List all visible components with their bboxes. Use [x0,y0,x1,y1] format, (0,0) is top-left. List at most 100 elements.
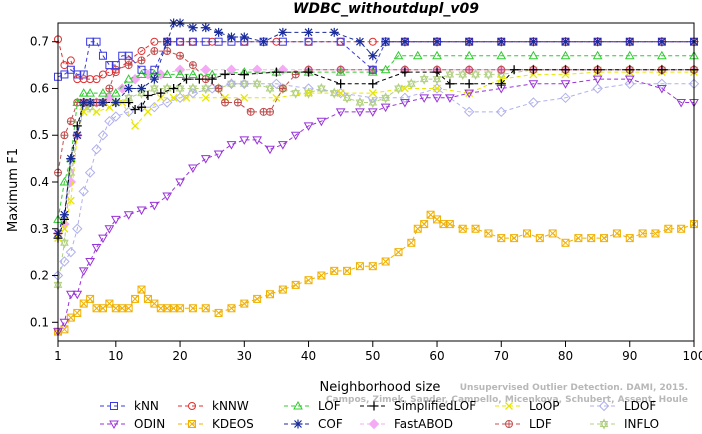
series-kdeos [54,210,698,336]
legend-swatch-marker [368,418,380,430]
data-point-knn [66,65,75,74]
data-point-odin [464,89,475,99]
data-point-odin [265,145,275,155]
data-point-ldof [335,87,346,99]
data-point-inflo [471,68,480,81]
data-point-inflo [342,92,352,104]
data-point-kdeos [587,234,596,243]
data-point-knnw [73,75,82,84]
data-point-loop [156,93,165,102]
data-point-lof [528,50,539,60]
legend-label-fastabod: FastABOD [394,417,453,431]
data-point-simplifiedlof [239,69,249,79]
x-tick-label: 30 [237,349,252,363]
data-point-cof [528,37,538,47]
legend-label-kdeos: KDEOS [212,417,254,431]
data-point-cof [98,98,108,107]
data-point-odin [419,94,430,103]
x-tick-label: 20 [172,349,187,363]
data-point-simplifiedlof [130,105,140,115]
data-point-knn [111,61,120,70]
data-point-ldof [399,92,411,104]
data-point-kdeos [317,271,326,280]
legend-swatch-marker [505,420,513,428]
data-point-odin [239,136,250,145]
data-point-simplifiedlof [400,67,410,77]
data-point-kdeos [561,238,570,247]
legend-label-loop: LoOP [529,399,560,413]
data-point-cof [226,32,236,42]
data-point-knn [73,70,82,79]
data-point-kdeos [124,304,133,313]
data-point-ldf [233,98,242,107]
data-point-simplifiedlof [156,88,166,98]
data-point-ldof [431,83,443,94]
data-point-odin [149,201,160,211]
data-point-cof [162,37,172,47]
data-point-knn [124,51,133,60]
x-tick-label: 70 [494,349,509,363]
data-point-knn [86,37,95,46]
data-point-ldf [124,61,133,70]
data-point-inflo [368,96,378,109]
data-point-simplifiedlof [509,65,519,75]
data-point-simplifiedlof [496,79,506,89]
y-tick-label: 0.4 [30,175,49,189]
data-point-knnw [124,56,133,65]
chart-title: WDBC_withoutdupl_v09 [293,1,479,17]
data-point-ldof [110,111,122,122]
data-point-knnw [368,37,377,46]
data-point-kdeos [150,299,159,308]
data-point-cof [85,98,95,107]
data-point-odin [316,117,327,127]
legend-label-odin: ODIN [134,417,165,431]
data-point-simplifiedlof [445,79,455,89]
watermark: Unsupervised Outlier Detection. DAMI, 20… [326,383,688,405]
data-point-loop [304,89,313,98]
data-point-ldf [66,117,75,126]
data-point-cof [214,27,224,37]
data-point-kdeos [92,304,101,313]
data-point-odin [528,80,539,89]
data-point-inflo [188,82,198,95]
data-point-ldf [497,65,506,74]
data-point-simplifiedlof [194,74,204,84]
data-point-kdeos [169,304,178,313]
data-point-simplifiedlof [271,67,281,77]
data-point-ldf [214,84,223,93]
data-point-odin [367,108,378,117]
data-point-inflo [407,78,416,90]
data-point-kdeos [638,229,647,238]
data-point-kdeos [439,220,448,229]
data-point-simplifiedlof [368,79,378,89]
data-point-cof [432,37,442,47]
data-point-kdeos [98,304,107,313]
data-point-odin [162,192,173,202]
data-point-knn [214,37,223,46]
data-point-kdeos [343,266,352,275]
data-point-simplifiedlof [464,79,474,89]
data-point-inflo [317,82,326,95]
data-point-ldof [123,106,134,118]
data-point-inflo [458,68,468,81]
legend: kNN kNNW LOF SimplifiedLOF LoOP LDOF ODIN KDEOS… [100,399,659,431]
data-point-kdeos [253,294,262,303]
data-point-ldof [97,130,109,141]
data-point-kdeos [291,280,300,289]
data-point-kdeos [131,294,140,303]
data-point-odin [98,234,108,244]
legend-swatch-marker [293,419,303,429]
data-point-cof [561,37,571,47]
data-point-cof [72,130,82,140]
data-point-cof [381,37,391,47]
data-point-simplifiedlof [432,67,442,77]
data-point-knn [150,65,159,74]
data-point-knn [188,37,197,46]
data-point-ldof [91,144,102,155]
data-point-odin [657,84,667,94]
x-tick-label: 10 [108,349,123,363]
data-point-kdeos [368,262,377,271]
data-point-simplifiedlof [528,65,538,75]
data-point-kdeos [426,210,435,219]
